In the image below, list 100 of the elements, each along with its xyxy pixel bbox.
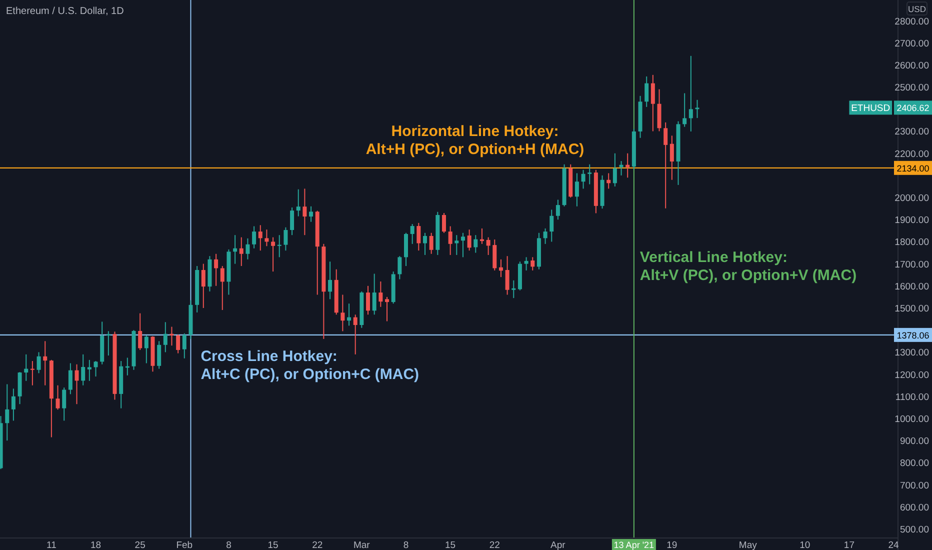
- candlestick: [498, 258, 503, 278]
- candlestick: [87, 359, 92, 382]
- y-axis-title: USD: [908, 4, 926, 14]
- candlestick: [650, 74, 655, 132]
- candlestick: [682, 92, 687, 128]
- candlestick: [18, 372, 22, 405]
- candlestick: [176, 334, 180, 354]
- x-tick-label: 22: [489, 540, 500, 550]
- x-tick-label: 11: [46, 540, 56, 550]
- y-tick-label: 1900.00: [894, 215, 929, 226]
- y-tick-label: 1600.00: [894, 281, 929, 292]
- candlestick: [404, 232, 408, 267]
- candlestick: [62, 387, 66, 422]
- candlestick: [416, 222, 421, 252]
- y-tick-label: 2800.00: [894, 16, 929, 28]
- candlestick: [454, 234, 459, 256]
- candlestick: [220, 266, 224, 310]
- x-tick-label: 8: [403, 540, 409, 550]
- candlestick: [309, 206, 314, 222]
- candlestick: [588, 164, 592, 185]
- y-tick-label: 2500.00: [894, 82, 929, 94]
- candlestick: [372, 273, 376, 316]
- candlestick: [695, 99, 700, 118]
- candlestick: [385, 296, 390, 322]
- y-tick-label: 2300.00: [894, 126, 929, 138]
- x-tick-label: 22: [312, 540, 323, 550]
- x-tick-label: 25: [134, 540, 146, 550]
- y-tick-label: 800.00: [900, 458, 929, 470]
- candlestick: [378, 280, 383, 308]
- candlestick: [448, 226, 452, 256]
- candlestick: [157, 340, 162, 370]
- candlestick: [239, 236, 244, 267]
- candlestick: [422, 232, 427, 256]
- candlestick: [664, 122, 668, 209]
- candlestick: [284, 226, 288, 252]
- candlestick: [398, 256, 402, 280]
- candlestick: [170, 326, 174, 346]
- candlestick: [612, 152, 617, 187]
- candlestick: [550, 209, 554, 242]
- candlestick: [24, 354, 28, 382]
- annotation: ETHUSD: [851, 103, 890, 114]
- candlestick: [233, 234, 238, 264]
- candlestick: [81, 354, 86, 386]
- y-tick-label: 600.00: [900, 502, 929, 514]
- y-tick-label: 1100.00: [895, 392, 929, 403]
- candlestick: [56, 384, 60, 410]
- candlestick: [556, 199, 560, 220]
- candlestick: [688, 55, 693, 132]
- candlestick: [214, 253, 218, 286]
- candlestick: [543, 228, 548, 244]
- x-tick-label: 18: [90, 540, 102, 550]
- candlestick: [460, 232, 465, 258]
- x-tick-label: 15: [268, 540, 278, 550]
- y-tick-label: 2600.00: [894, 60, 929, 72]
- y-tick-label: 1800.00: [894, 237, 929, 248]
- candlestick: [36, 352, 41, 374]
- candlestick: [512, 280, 516, 299]
- candlestick: [163, 322, 168, 353]
- candlestick: [271, 236, 276, 272]
- candlestick: [43, 340, 48, 386]
- ref-line-label: 13 Apr '21: [614, 540, 654, 550]
- text: Ethereum / U.S. Dollar, 1D: [6, 6, 124, 17]
- candlestick: [201, 263, 206, 308]
- y-tick-label: 2200.00: [894, 148, 929, 160]
- candlestick: [138, 312, 142, 350]
- x-tick-label: Mar: [353, 540, 370, 550]
- candlestick: [94, 360, 98, 377]
- candlestick: [182, 332, 186, 359]
- y-tick-label: 2700.00: [894, 38, 929, 50]
- y-tick-label: 2000.00: [894, 193, 929, 204]
- candlestick: [492, 239, 497, 271]
- candlestick: [106, 330, 110, 356]
- candlestick: [246, 238, 250, 260]
- candlestick: [366, 285, 370, 316]
- candlestick: [505, 256, 510, 296]
- candlestick: [328, 261, 332, 300]
- candlestick: [5, 384, 10, 442]
- x-tick-label: May: [738, 540, 758, 550]
- y-tick-label: 1000.00: [894, 414, 929, 425]
- x-tick-label: Feb: [176, 540, 193, 550]
- candlestick: [442, 212, 446, 234]
- x-tick-label: 10: [800, 540, 810, 550]
- candlestick: [252, 226, 256, 249]
- candlestick: [429, 232, 434, 254]
- candlestick: [353, 314, 358, 355]
- candlestick: [626, 152, 630, 178]
- x-tick-label: 17: [844, 540, 854, 550]
- x-tick-label: 8: [226, 540, 232, 550]
- x-tick-label: 15: [445, 540, 456, 550]
- candlestick: [347, 303, 352, 326]
- candlestick: [296, 188, 300, 217]
- annotation: 2406.62: [896, 103, 930, 114]
- annotation: Horizontal Line Hotkey: Alt+H (PC), or Option+H (MAC): [366, 122, 584, 158]
- x-tick-label: 19: [666, 540, 678, 550]
- candlestick: [574, 172, 579, 207]
- candlestick: [619, 160, 624, 176]
- candlestick: [670, 135, 674, 180]
- candlestick: [290, 206, 294, 236]
- candlestick: [410, 224, 414, 244]
- x-tick-label: 24: [888, 540, 899, 550]
